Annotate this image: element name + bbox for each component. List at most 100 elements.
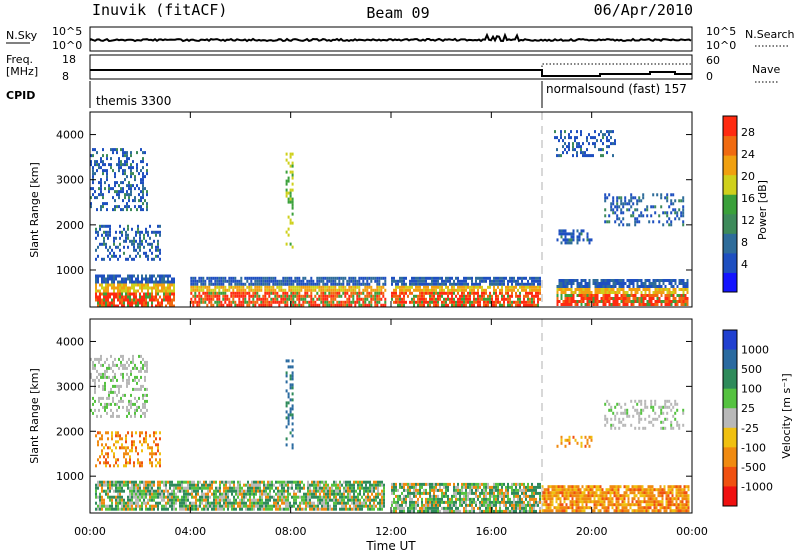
heatmap-cell <box>584 497 586 500</box>
heatmap-cell <box>578 503 580 506</box>
heatmap-cell <box>314 289 316 292</box>
heatmap-cell <box>334 295 336 298</box>
heatmap-cell <box>371 490 373 493</box>
heatmap-cell <box>95 496 97 499</box>
heatmap-cell <box>140 196 142 199</box>
heatmap-cell <box>403 483 405 486</box>
heatmap-cell <box>248 304 250 307</box>
heatmap-cell <box>352 286 354 289</box>
heatmap-cell <box>475 283 477 286</box>
heatmap-cell <box>210 295 212 298</box>
heatmap-cell <box>124 193 126 196</box>
heatmap-cell <box>604 214 606 217</box>
heatmap-cell <box>286 189 288 192</box>
heatmap-cell <box>481 492 483 495</box>
heatmap-cell <box>330 289 332 292</box>
heatmap-cell <box>139 302 141 305</box>
heatmap-cell <box>665 294 667 297</box>
heatmap-cell <box>493 498 495 501</box>
heatmap-cell <box>223 487 225 490</box>
heatmap-cell <box>630 214 632 217</box>
heatmap-cell <box>127 302 129 305</box>
heatmap-cell <box>483 489 485 492</box>
heatmap-cell <box>125 481 127 484</box>
heatmap-cell <box>124 178 126 181</box>
heatmap-cell <box>602 142 604 145</box>
heatmap-cell <box>625 297 627 300</box>
heatmap-cell <box>529 277 531 280</box>
heatmap-cell <box>473 498 475 501</box>
heatmap-cell <box>274 301 276 304</box>
heatmap-cell <box>427 507 429 510</box>
heatmap-cell <box>344 286 346 289</box>
heatmap-cell <box>143 487 145 490</box>
heatmap-cell <box>417 289 419 292</box>
heatmap-cell <box>634 196 636 199</box>
heatmap-cell <box>366 298 368 301</box>
heatmap-cell <box>314 304 316 307</box>
heatmap-cell <box>352 301 354 304</box>
heatmap-cell <box>459 280 461 283</box>
heatmap-cell <box>107 302 109 305</box>
heatmap-cell <box>111 278 113 281</box>
heatmap-cell <box>306 280 308 283</box>
heatmap-cell <box>254 283 256 286</box>
heatmap-cell <box>139 505 141 508</box>
heatmap-cell <box>129 255 131 258</box>
heatmap-cell <box>119 493 121 496</box>
heatmap-cell <box>110 187 112 190</box>
heatmap-cell <box>145 293 147 296</box>
heatmap-cell <box>256 280 258 283</box>
heatmap-cell <box>673 285 675 288</box>
heatmap-cell <box>463 286 465 289</box>
heatmap-cell <box>463 510 465 513</box>
heatmap-cell <box>598 488 600 491</box>
heatmap-cell <box>114 199 116 202</box>
heatmap-cell <box>129 275 131 278</box>
heatmap-cell <box>352 283 354 286</box>
heatmap-cell <box>99 293 101 296</box>
heatmap-cell <box>633 282 635 285</box>
heatmap-cell <box>433 289 435 292</box>
heatmap-cell <box>575 303 577 306</box>
heatmap-cell <box>550 494 552 497</box>
heatmap-cell <box>334 280 336 283</box>
heatmap-cell <box>399 498 401 501</box>
heatmap-cell <box>610 500 612 503</box>
heatmap-cell <box>145 231 147 234</box>
heatmap-cell <box>463 298 465 301</box>
heatmap-cell <box>586 494 588 497</box>
heatmap-cell <box>586 503 588 506</box>
heatmap-cell <box>319 493 321 496</box>
heatmap-cell <box>485 489 487 492</box>
heatmap-cell <box>333 490 335 493</box>
heatmap-cell <box>483 298 485 301</box>
heatmap-cell <box>591 297 593 300</box>
heatmap-cell <box>453 286 455 289</box>
heatmap-cell <box>359 505 361 508</box>
heatmap-cell <box>230 295 232 298</box>
heatmap-cell <box>296 298 298 301</box>
heatmap-cell <box>623 303 625 306</box>
heatmap-cell <box>290 286 292 289</box>
heatmap-cell <box>146 172 148 175</box>
heatmap-cell <box>292 286 294 289</box>
heatmap-cell <box>231 481 233 484</box>
heatmap-cell <box>574 488 576 491</box>
heatmap-cell <box>342 283 344 286</box>
heatmap-cell <box>649 294 651 297</box>
heatmap-cell <box>279 508 281 511</box>
heatmap-cell <box>220 283 222 286</box>
heatmap-cell <box>321 499 323 502</box>
heatmap-cell <box>120 166 122 169</box>
heatmap-cell <box>491 280 493 283</box>
heatmap-cell <box>573 300 575 303</box>
heatmap-cell <box>100 190 102 193</box>
heatmap-cell <box>537 298 539 301</box>
heatmap-cell <box>475 483 477 486</box>
nsky-label: N.Sky <box>6 29 38 42</box>
heatmap-cell <box>515 501 517 504</box>
heatmap-cell <box>95 296 97 299</box>
heatmap-cell <box>417 489 419 492</box>
